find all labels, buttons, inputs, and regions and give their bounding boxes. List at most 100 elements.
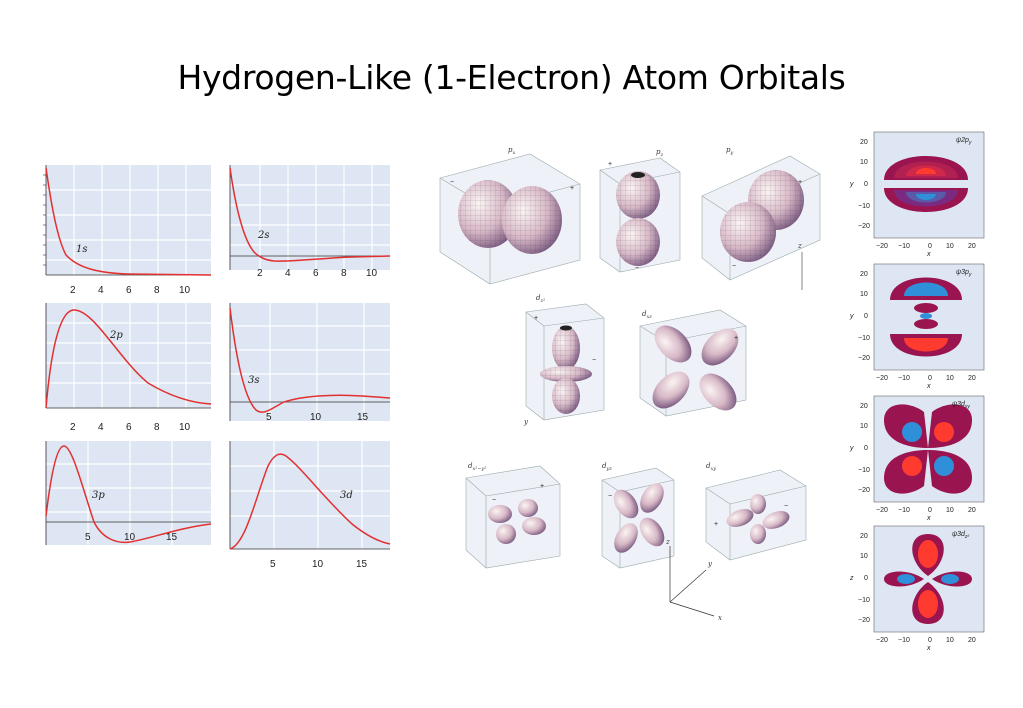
orbital-sub: y (729, 150, 733, 156)
x-axis-label: x (926, 251, 931, 258)
plus-sign: + (608, 161, 612, 168)
contour-sub: z² (964, 534, 970, 540)
orbital-label: d (642, 310, 647, 318)
radial-plot-1s-svg: 1s 2 4 6 8 10 (43, 165, 212, 296)
minus-sign: − (635, 265, 639, 272)
orbital-3d-figure: px + − pz + − py + − z (430, 140, 830, 630)
x-axis-label: x (926, 645, 931, 652)
radial-plot-2s: 2s 2 4 6 8 10 (222, 160, 394, 280)
plus-sign: + (570, 185, 574, 192)
orbital-label: d (706, 462, 711, 470)
axis-y-label: y (707, 560, 713, 568)
x-tick: 20 (968, 243, 976, 250)
y-axis-label: y (849, 445, 854, 452)
x-tick: 8 (154, 422, 160, 433)
radial-plot-2s-svg: 2s 2 4 6 8 10 (229, 165, 391, 279)
svg-text:py: py (726, 146, 733, 156)
minus-sign: − (450, 179, 454, 186)
x-tick: 4 (98, 422, 104, 433)
page-title: Hydrogen-Like (1-Electron) Atom Orbitals (177, 58, 846, 97)
x-tick: 6 (126, 285, 132, 296)
radial-plot-3s: 3s 5 10 15 (222, 298, 394, 428)
x-tick: −20 (876, 507, 888, 514)
axis-x-label: x (718, 614, 722, 622)
radial-plot-2p-svg: 2p 2 4 6 8 10 (45, 303, 212, 433)
contour-3py-svg: ψ3py 20 10 0 −10 −20 −20 −10 0 10 20 y x (849, 263, 985, 390)
orbital-sub: xz (646, 314, 652, 320)
orbital-dxz: dxz + (639, 309, 747, 417)
orbital-label: d (602, 462, 607, 470)
x-tick: 15 (356, 559, 368, 570)
x-tick: 2 (257, 268, 263, 279)
svg-text:ψ3dz²: ψ3dz² (952, 531, 969, 540)
radial-plot-3p: 3p 5 10 15 (38, 436, 214, 550)
x-tick: 10 (312, 559, 324, 570)
coordinate-axes (669, 546, 715, 617)
axis-y-label: y (523, 418, 529, 426)
orbital-pz: pz + − (599, 148, 681, 273)
x-tick: 6 (126, 422, 132, 433)
orbital-dx2y2: dx²−y² + − (465, 462, 561, 569)
y-tick: −10 (858, 597, 870, 604)
radial-label-3s: 3s (248, 375, 260, 386)
contour-3dz2-svg: ψ3dz² 20 10 0 −10 −20 −20 −10 0 10 20 z … (849, 525, 985, 652)
x-tick: −10 (898, 507, 910, 514)
orbital-sub: xy (710, 466, 716, 472)
plus-sign: + (540, 483, 544, 490)
orbital-sub: z (659, 152, 663, 158)
y-tick: −20 (858, 617, 870, 624)
y-tick: −20 (858, 355, 870, 362)
x-tick: 4 (98, 285, 104, 296)
contour-sub: y (968, 140, 972, 146)
radial-label-2p: 2p (109, 330, 123, 341)
y-tick: −20 (858, 223, 870, 230)
radial-plot-3d-svg: 3d 5 10 15 (229, 441, 391, 570)
radial-label-1s: 1s (76, 244, 88, 255)
contour-sub: y (968, 272, 972, 278)
plus-sign: + (734, 335, 738, 342)
x-tick: 2 (70, 285, 76, 296)
axis-z-label: z (797, 242, 802, 250)
x-tick: 4 (285, 268, 291, 279)
x-tick: −10 (898, 243, 910, 250)
svg-text:dxz: dxz (642, 310, 652, 320)
minus-sign: − (784, 503, 788, 510)
x-axis-label: x (926, 515, 931, 522)
svg-text:dxy: dxy (706, 462, 716, 472)
radial-label-2s: 2s (257, 230, 270, 241)
x-tick: −10 (898, 375, 910, 382)
orbital-px: px + − (439, 146, 581, 285)
y-tick: 10 (860, 159, 868, 166)
radial-plot-3s-svg: 3s 5 10 15 (229, 303, 391, 423)
x-tick: 20 (968, 375, 976, 382)
x-tick: 5 (85, 532, 91, 543)
orbital-sub: x²−y² (472, 466, 486, 472)
x-tick: 10 (946, 507, 954, 514)
svg-text:px: px (508, 146, 515, 156)
x-tick: −20 (876, 375, 888, 382)
x-tick: 10 (179, 285, 191, 296)
y-tick: 20 (860, 403, 868, 410)
radial-plot-3p-svg: 3p 5 10 15 (45, 441, 212, 545)
x-tick: 15 (166, 532, 178, 543)
svg-text:pz: pz (656, 148, 663, 158)
svg-text:ψ2py: ψ2py (956, 137, 972, 146)
contour-3dxy-svg: ψ3dxy 20 10 0 −10 −20 −20 −10 0 10 20 y … (849, 395, 985, 522)
contour-plot-3dxy: ψ3dxy 20 10 0 −10 −20 −20 −10 0 10 20 y … (848, 392, 988, 522)
svg-text:dyz: dyz (602, 462, 612, 472)
x-tick: 0 (928, 243, 932, 250)
x-tick: 10 (946, 637, 954, 644)
y-axis-label: y (849, 181, 854, 188)
x-tick: 10 (366, 268, 378, 279)
svg-text:dx²−y²: dx²−y² (468, 462, 486, 472)
x-tick: 10 (310, 412, 322, 423)
minus-sign: − (592, 357, 596, 364)
x-tick: 0 (928, 507, 932, 514)
orbital-sub: z² (539, 298, 545, 304)
y-tick: 10 (860, 291, 868, 298)
orbital-sub: yz (605, 466, 612, 472)
contour-label: ψ3d (952, 401, 966, 408)
x-tick: 20 (968, 507, 976, 514)
radial-plot-3d: 3d 5 10 15 (222, 436, 394, 576)
radial-plot-2p: 2p 2 4 6 8 10 (38, 298, 214, 438)
